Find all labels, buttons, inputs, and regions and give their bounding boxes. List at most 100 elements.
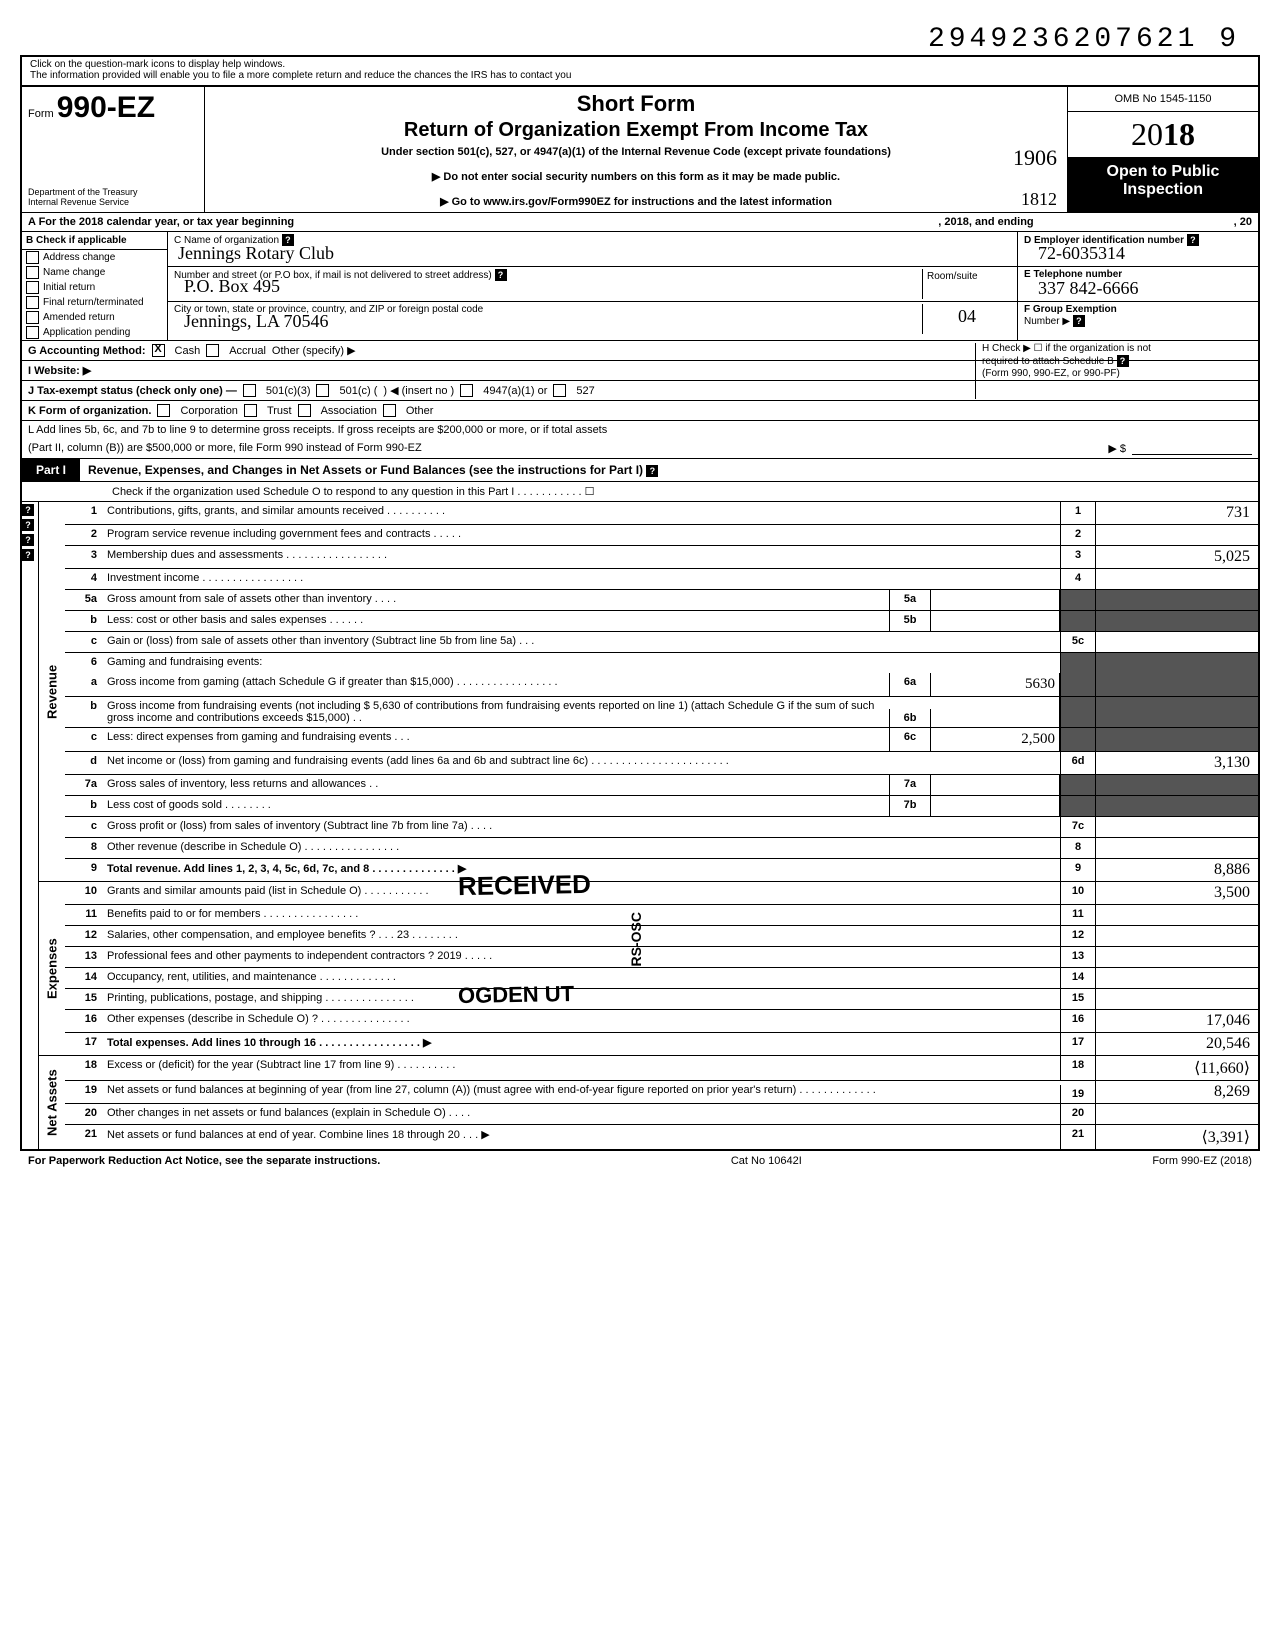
chk-initial-return[interactable] <box>26 281 39 294</box>
desc-21: Net assets or fund balances at end of ye… <box>103 1125 1060 1149</box>
rn-5c: 5c <box>1060 632 1095 652</box>
desc-5c: Gain or (loss) from sale of assets other… <box>103 632 1060 652</box>
h-line-3: (Form 990, 990-EZ, or 990-PF) <box>982 368 1252 380</box>
opt-other-specify: Other (specify) ▶ <box>272 344 356 357</box>
rn-17: 17 <box>1060 1033 1095 1055</box>
help-icon[interactable]: ? <box>22 519 34 531</box>
chk-cash[interactable]: X <box>152 344 165 357</box>
rv-6d: 3,130 <box>1095 752 1258 774</box>
room-suite-label: Room/suite <box>922 269 1011 299</box>
ln-1: 1 <box>65 502 103 524</box>
shaded-cell <box>1095 728 1258 751</box>
rv-7c <box>1095 817 1258 837</box>
rn-14: 14 <box>1060 968 1095 988</box>
rv-16: 17,046 <box>1095 1010 1258 1032</box>
ln-7b: b <box>65 796 103 816</box>
help-icon[interactable]: ? <box>22 534 34 546</box>
rv-9: 8,886 <box>1095 859 1258 881</box>
chk-501c3[interactable] <box>243 384 256 397</box>
rn-19: 19 <box>1060 1085 1095 1103</box>
chk-final-return[interactable] <box>26 296 39 309</box>
desc-9: Total revenue. Add lines 1, 2, 3, 4, 5c,… <box>103 859 1060 881</box>
help-icon[interactable]: ? <box>22 504 34 516</box>
opt-cash: Cash <box>175 345 201 357</box>
shaded-cell <box>1060 611 1095 631</box>
opt-trust: Trust <box>267 405 292 417</box>
help-icon[interactable]: ? <box>1117 355 1129 367</box>
desc-6b: Gross income from fundraising events (no… <box>103 697 889 727</box>
opt-amended: Amended return <box>43 312 115 323</box>
rn-20: 20 <box>1060 1104 1095 1124</box>
warn-ssn: ▶ Do not enter social security numbers o… <box>213 170 1059 183</box>
ln-6a: a <box>65 673 103 696</box>
form-prefix: Form <box>28 108 54 120</box>
shaded-cell <box>1095 611 1258 631</box>
ln-6b: b <box>65 697 103 727</box>
help-icon[interactable]: ? <box>495 269 507 281</box>
desc-7c: Gross profit or (loss) from sales of inv… <box>103 817 1060 837</box>
desc-19: Net assets or fund balances at beginning… <box>103 1081 1060 1103</box>
j-label: J Tax-exempt status (check only one) — <box>28 385 237 397</box>
chk-amended[interactable] <box>26 311 39 324</box>
chk-trust[interactable] <box>244 404 257 417</box>
desc-5b: Less: cost or other basis and sales expe… <box>103 611 889 631</box>
org-name-value: Jennings Rotary Club <box>178 243 334 264</box>
opt-4947: 4947(a)(1) or <box>483 385 547 397</box>
rn-4: 4 <box>1060 569 1095 589</box>
ln-2: 2 <box>65 525 103 545</box>
rv-12 <box>1095 926 1258 946</box>
dept-irs: Internal Revenue Service <box>28 198 198 208</box>
ln-15: 15 <box>65 989 103 1009</box>
chk-other-org[interactable] <box>383 404 396 417</box>
l-line-2: (Part II, column (B)) are $500,000 or mo… <box>28 442 422 455</box>
chk-assoc[interactable] <box>298 404 311 417</box>
mn-7b: 7b <box>889 796 931 816</box>
desc-20: Other changes in net assets or fund bala… <box>103 1104 1060 1124</box>
rv-15 <box>1095 989 1258 1009</box>
mv-6b <box>931 697 1060 727</box>
rv-14 <box>1095 968 1258 988</box>
chk-accrual[interactable] <box>206 344 219 357</box>
desc-6: Gaming and fundraising events: <box>103 653 1060 673</box>
chk-501c[interactable] <box>316 384 329 397</box>
rn-10: 10 <box>1060 882 1095 904</box>
mn-6b: 6b <box>889 709 931 727</box>
ln-12: 12 <box>65 926 103 946</box>
i-website: I Website: ▶ <box>28 364 91 377</box>
desc-2: Program service revenue including govern… <box>103 525 1060 545</box>
shaded-cell <box>1095 796 1258 816</box>
rv-8 <box>1095 838 1258 858</box>
mn-6c: 6c <box>889 728 931 751</box>
chk-527[interactable] <box>553 384 566 397</box>
mv-6a: 5630 <box>931 673 1060 696</box>
opt-accrual: Accrual <box>229 345 266 357</box>
footer-right: Form 990-EZ (2018) <box>1152 1155 1252 1167</box>
l-arrow: ▶ $ <box>1108 442 1126 455</box>
ln-11: 11 <box>65 905 103 925</box>
side-netassets: Net Assets <box>38 1056 65 1149</box>
rv-18: ⟨11,660⟩ <box>1095 1056 1258 1080</box>
chk-address-change[interactable] <box>26 251 39 264</box>
title-short-form: Short Form <box>213 91 1059 117</box>
shaded-cell <box>1060 775 1095 795</box>
help-icon[interactable]: ? <box>1187 234 1199 246</box>
chk-4947[interactable] <box>460 384 473 397</box>
chk-pending[interactable] <box>26 326 39 339</box>
help-icon[interactable]: ? <box>1073 315 1085 327</box>
f-label-2: Number ▶ <box>1024 316 1070 327</box>
help-icon[interactable]: ? <box>646 465 658 477</box>
ln-7c: c <box>65 817 103 837</box>
desc-16: Other expenses (describe in Schedule O) … <box>103 1010 1060 1032</box>
chk-name-change[interactable] <box>26 266 39 279</box>
hw-year-2: 1812 <box>1021 189 1057 210</box>
desc-8: Other revenue (describe in Schedule O) .… <box>103 838 1060 858</box>
rv-10: 3,500 <box>1095 882 1258 904</box>
rn-11: 11 <box>1060 905 1095 925</box>
chk-corp[interactable] <box>157 404 170 417</box>
rn-16: 16 <box>1060 1010 1095 1032</box>
mv-7a <box>931 775 1060 795</box>
rv-21: ⟨3,391⟩ <box>1095 1125 1258 1149</box>
part-1-sub: Check if the organization used Schedule … <box>22 482 1258 502</box>
ln-6: 6 <box>65 653 103 673</box>
help-icon[interactable]: ? <box>22 549 34 561</box>
